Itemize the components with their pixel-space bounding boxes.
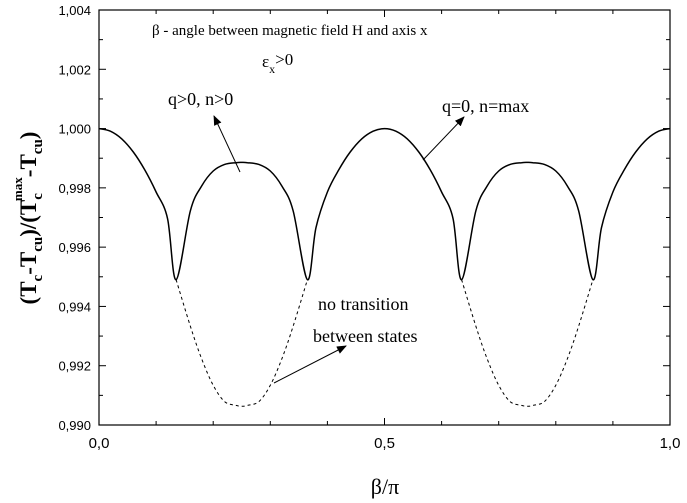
y-label-sub1: c xyxy=(30,274,46,281)
arrow-q-pos xyxy=(213,115,241,173)
y-tick-label: 0,998 xyxy=(58,181,91,196)
x-axis-ticks: 0,0 0,5 1,0 xyxy=(89,10,681,452)
x-tick-label: 0,5 xyxy=(374,435,395,452)
epsilon-label: εx>0 xyxy=(262,50,293,76)
series-solid-line xyxy=(98,127,671,281)
y-label-mid2: )/(T xyxy=(16,200,41,237)
series-group xyxy=(98,127,671,407)
label-q-zero: q=0, n=max xyxy=(442,96,529,116)
label-q-pos: q>0, n>0 xyxy=(168,89,233,109)
y-label-mid1: -T xyxy=(16,252,41,275)
epsilon-sub: x xyxy=(269,62,275,76)
y-tick-label: 0,996 xyxy=(58,240,91,255)
label-no-transition-2: between states xyxy=(313,326,417,346)
y-tick-label: 1,000 xyxy=(58,122,91,137)
x-tick-label: 0,0 xyxy=(89,435,110,452)
y-tick-label: 0,992 xyxy=(58,359,91,374)
x-tick-label: 1,0 xyxy=(660,435,681,452)
y-tick-label: 1,004 xyxy=(58,3,91,18)
arrow-no-transition xyxy=(273,345,347,384)
y-label-sup3: max xyxy=(10,177,25,201)
y-label-open: (T xyxy=(16,281,41,304)
y-label-sub2: cu xyxy=(30,237,46,252)
y-label-mid3: -T xyxy=(16,154,41,177)
y-label-sub4: cu xyxy=(30,139,46,154)
plot-frame xyxy=(98,9,671,426)
y-tick-label: 0,990 xyxy=(58,418,91,433)
epsilon-rest: >0 xyxy=(275,50,293,69)
x-axis-label: β/π xyxy=(371,474,399,499)
y-axis-ticks: 0,990 0,992 0,994 0,996 0,998 1,000 1,002 1,004 xyxy=(58,3,670,433)
chart-title: β - angle between magnetic field H and a… xyxy=(152,23,428,39)
y-tick-label: 0,994 xyxy=(58,299,91,314)
series-dashed-line xyxy=(175,279,308,407)
y-label-sub3: c xyxy=(30,193,46,200)
label-no-transition-1: no transition xyxy=(318,294,409,314)
y-tick-label: 1,002 xyxy=(58,62,91,77)
series-dashed-line xyxy=(461,279,594,407)
y-label-close: ) xyxy=(16,132,41,140)
arrow-q-zero xyxy=(422,116,465,161)
y-axis-label: (Tc-Tcu)/(Tcmax-Tcu) xyxy=(10,132,46,305)
epsilon-main: ε xyxy=(262,52,269,71)
